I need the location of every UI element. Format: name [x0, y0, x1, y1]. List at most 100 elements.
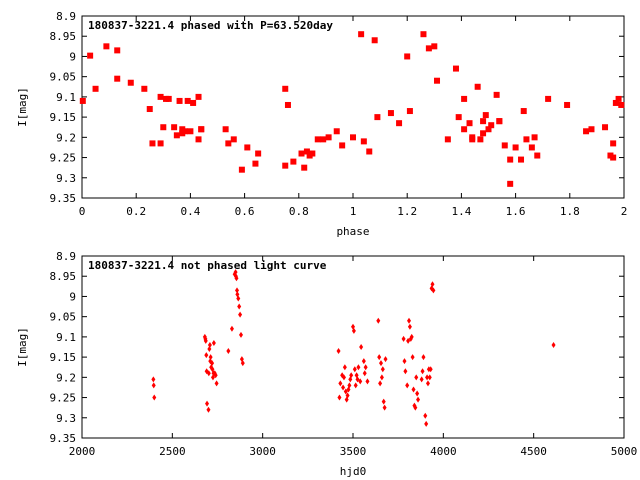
data-point — [207, 341, 212, 348]
y-tick-label: 9.2 — [56, 371, 76, 384]
data-point — [406, 337, 411, 344]
data-point — [226, 348, 231, 355]
x-tick-label: 2 — [621, 205, 628, 218]
data-point — [320, 136, 327, 143]
data-point — [184, 97, 191, 104]
data-point — [485, 126, 492, 133]
data-point — [205, 400, 210, 407]
data-point — [409, 333, 414, 340]
data-point — [416, 396, 421, 403]
data-point — [583, 128, 590, 135]
data-point — [371, 37, 378, 44]
x-tick-label: 0.2 — [126, 205, 146, 218]
data-point — [342, 364, 347, 371]
data-point — [114, 47, 121, 54]
data-point — [615, 95, 622, 102]
data-point — [545, 95, 552, 102]
data-point — [383, 356, 388, 363]
data-point — [518, 156, 525, 163]
y-tick-label: 9.25 — [50, 152, 77, 165]
x-tick-label: 4500 — [520, 445, 547, 458]
data-point — [146, 106, 153, 113]
data-point — [387, 110, 394, 117]
data-point — [206, 370, 211, 377]
unphased-x-axis: 2000 2500 3000 3500 4000 4500 5000 — [69, 256, 637, 458]
y-tick-label: 8.95 — [50, 30, 77, 43]
x-tick-label: 3500 — [340, 445, 367, 458]
data-point — [151, 376, 156, 383]
data-point — [87, 52, 94, 59]
data-point — [377, 354, 382, 361]
unphased-y-axis: 8.9 8.95 9 9.05 9.1 9.15 9.2 9.25 9.3 9.35 — [50, 250, 624, 445]
data-point — [413, 404, 418, 411]
data-point — [238, 166, 245, 173]
data-point — [380, 366, 385, 373]
data-point — [225, 140, 232, 147]
data-point — [347, 382, 352, 389]
data-point — [402, 358, 407, 365]
data-point — [564, 101, 571, 108]
data-point — [427, 374, 432, 381]
data-point — [425, 380, 430, 387]
data-point — [173, 132, 180, 139]
data-point — [512, 144, 519, 151]
data-point — [114, 75, 121, 82]
data-point — [351, 327, 356, 334]
data-point — [238, 311, 243, 318]
data-point — [618, 101, 625, 108]
data-point — [461, 126, 468, 133]
data-point — [379, 374, 384, 381]
x-tick-label: 1.8 — [560, 205, 580, 218]
x-tick-label: 0 — [79, 205, 86, 218]
data-point — [345, 392, 350, 399]
data-point — [407, 317, 412, 324]
y-tick-label: 9.15 — [50, 111, 77, 124]
data-point — [407, 323, 412, 330]
data-point — [195, 93, 202, 100]
data-point — [360, 138, 367, 145]
data-point — [415, 390, 420, 397]
phased-y-axis-label: I[mag] — [16, 87, 29, 127]
y-tick-label: 9 — [69, 50, 76, 63]
data-point — [602, 124, 609, 131]
y-tick-label: 9 — [69, 290, 76, 303]
data-point — [203, 337, 208, 344]
data-point — [528, 144, 535, 151]
data-point — [252, 160, 259, 167]
data-point — [210, 374, 215, 381]
data-point — [431, 43, 438, 50]
data-point — [425, 374, 430, 381]
data-point — [477, 136, 484, 143]
data-point — [181, 128, 188, 135]
data-point — [376, 317, 381, 324]
data-point — [520, 108, 527, 115]
data-point — [230, 136, 237, 143]
data-point — [358, 31, 365, 38]
data-point — [157, 93, 164, 100]
y-tick-label: 8.9 — [56, 10, 76, 23]
y-tick-label: 9.35 — [50, 432, 77, 445]
data-point — [374, 114, 381, 121]
unphased-x-axis-label: hjd0 — [340, 465, 367, 478]
y-tick-label: 9.2 — [56, 131, 76, 144]
phased-data-points — [79, 31, 625, 187]
phased-x-axis-label: phase — [336, 225, 369, 238]
data-point — [488, 122, 495, 129]
data-point — [352, 366, 357, 373]
y-tick-label: 9.15 — [50, 351, 77, 364]
data-point — [343, 388, 348, 395]
y-tick-label: 9.1 — [56, 91, 76, 104]
data-point — [411, 386, 416, 393]
phased-chart-title: 180837-3221.4 phased with P=63.520day — [88, 19, 333, 32]
data-point — [338, 380, 343, 387]
data-point — [466, 120, 473, 127]
data-point — [361, 358, 366, 365]
data-point — [365, 378, 370, 385]
y-tick-label: 8.95 — [50, 270, 77, 283]
data-point — [461, 95, 468, 102]
data-point — [474, 83, 481, 90]
data-point — [358, 378, 363, 385]
data-point — [206, 406, 211, 413]
